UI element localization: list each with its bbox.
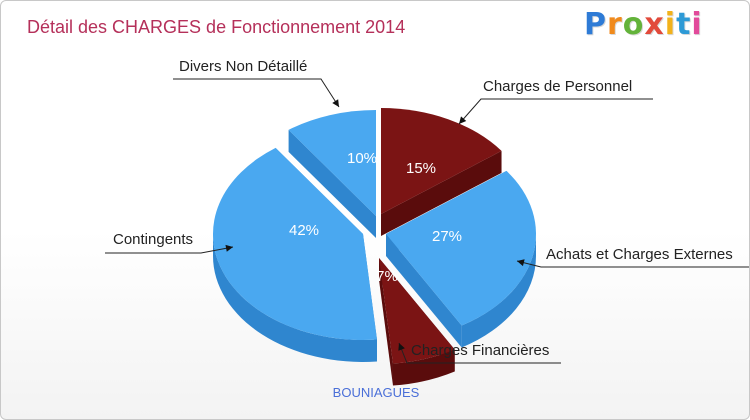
pie-slice-wall [379,258,393,386]
callout-line [516,260,749,268]
pie-slice-wall [288,129,376,238]
pie-slice-wall [381,150,502,236]
slice-percent-label: 15% [406,160,436,177]
slice-percent-label: 27% [432,228,462,245]
pie-slice [381,108,502,214]
logo-letter: x [644,7,665,42]
pie-slice [386,170,536,326]
slice-category-label: Charges Financières [411,342,549,359]
pie-slice-side [461,234,536,348]
logo-letter: o [622,7,645,42]
proxiti-logo: Proxiti [584,7,703,42]
callout-line [105,246,234,254]
callout-arrow [398,343,405,351]
callout-line [458,98,653,125]
slice-percent-label: 10% [347,150,377,167]
commune-name: BOUNIAGUES [332,385,420,400]
logo-letter: P [584,7,607,42]
callout-line [173,78,340,108]
pie-slice [288,110,376,216]
slice-percent-label: 42% [289,222,319,239]
logo-letter: r [607,7,623,42]
pie-slice-wall [386,234,462,348]
slice-percent-label: 7% [376,268,398,285]
slice-category-label: Achats et Charges Externes [546,246,733,263]
callout-arrow [517,259,525,267]
slice-category-label: Divers Non Détaillé [179,58,307,75]
callout-arrow [459,116,467,124]
callout-arrow [332,99,339,107]
pie-slice [379,258,455,364]
chart-title: Détail des CHARGES de Fonctionnement 201… [27,17,406,37]
logo-letter: i [664,7,677,42]
pie-slice-side [392,349,455,386]
pie-slice [213,147,377,340]
callout-line [398,342,561,364]
slice-category-label: Contingents [113,231,193,248]
pie-slice-side [213,234,377,362]
logo-letter: i [691,7,703,42]
slice-category-label: Charges de Personnel [483,78,632,95]
callout-arrow [225,244,233,252]
logo-letter: t [676,7,692,42]
